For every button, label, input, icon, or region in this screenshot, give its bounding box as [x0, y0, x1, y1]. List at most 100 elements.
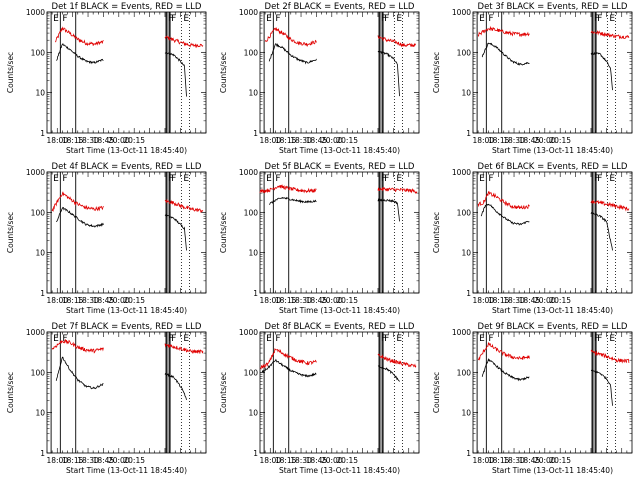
plot-frame [46, 331, 207, 454]
plot-frame [259, 171, 420, 294]
panel-title: Det 4f BLACK = Events, RED = LLD [52, 162, 202, 172]
x-tick-label: 18:45 [306, 136, 328, 145]
plot-frame [46, 171, 207, 294]
series-lld-line [477, 190, 630, 212]
x-tick-label: 18:15 [62, 456, 84, 465]
series-lld-line [55, 26, 204, 49]
y-tick-label: 10 [248, 249, 258, 258]
x-tick-label: 20:00 [321, 136, 343, 145]
y-tick-label: 10 [248, 409, 258, 418]
panel-det-8: Det 8f BLACK = Events, RED = LLD 1 10 100 10… [219, 322, 420, 475]
x-tick-label: 18:30 [290, 456, 312, 465]
x-tick-label: 20:15 [123, 136, 145, 145]
y-tick-label: 100 [244, 208, 259, 217]
y-tick-label: 1 [253, 449, 258, 458]
panel-title: Det 5f BLACK = Events, RED = LLD [265, 162, 415, 172]
x-tick-label: 20:00 [534, 136, 556, 145]
x-tick-label: 18:45 [519, 136, 541, 145]
y-tick-label: 10 [248, 89, 258, 98]
panel-title: Det 7f BLACK = Events, RED = LLD [52, 322, 202, 332]
marker-label: E [396, 334, 402, 344]
x-tick-label: 20:15 [336, 456, 358, 465]
series-events-line [480, 203, 613, 251]
series-events-line [481, 358, 613, 406]
y-tick-label: 100 [457, 368, 472, 377]
panel-det-7: Det 7f BLACK = Events, RED = LLD 1 10 100 10… [6, 322, 207, 475]
x-tick-label: 18:30 [503, 456, 525, 465]
marker-label: E [266, 174, 272, 184]
panel-title: Det 2f BLACK = Events, RED = LLD [265, 2, 415, 12]
x-axis-label: Start Time (13-Oct-11 18:45:40) [492, 466, 613, 475]
x-tick-label: 20:15 [123, 296, 145, 305]
x-tick-label: 18:00 [46, 296, 68, 305]
x-tick-label: 20:15 [336, 136, 358, 145]
y-tick-label: 1 [40, 129, 45, 138]
x-tick-label: 18:00 [472, 136, 494, 145]
y-tick-label: 1000 [26, 168, 45, 177]
plot-frame [259, 331, 420, 454]
y-axis-label: Counts/sec [432, 372, 441, 413]
series-lld-line [259, 184, 418, 194]
y-tick-label: 1000 [452, 168, 471, 177]
x-axis-label: Start Time (13-Oct-11 18:45:40) [279, 306, 400, 315]
marker-label: E [396, 174, 402, 184]
panel-det-6: Det 6f BLACK = Events, RED = LLD 1 10 100 10… [432, 162, 633, 315]
x-tick-label: 18:45 [306, 456, 328, 465]
marker-label: E [53, 14, 59, 24]
x-tick-label: 20:00 [534, 296, 556, 305]
marker-label: E [609, 174, 615, 184]
y-tick-label: 100 [31, 368, 46, 377]
marker-label: F [594, 174, 599, 184]
x-tick-label: 18:00 [46, 456, 68, 465]
series-lld-line [51, 191, 204, 214]
series-events-line [261, 358, 400, 382]
x-tick-label: 20:15 [336, 296, 358, 305]
marker-label: F [275, 14, 280, 24]
x-axis-label: Start Time (13-Oct-11 18:45:40) [279, 146, 400, 155]
marker-label: E [609, 334, 615, 344]
y-tick-label: 1000 [26, 8, 45, 17]
x-tick-label: 20:00 [108, 456, 130, 465]
marker-label: E [183, 334, 189, 344]
x-tick-label: 20:15 [549, 296, 571, 305]
marker-label: F [488, 174, 493, 184]
y-tick-label: 1 [466, 449, 471, 458]
marker-label: E [266, 334, 272, 344]
series-events-line [268, 43, 400, 97]
series-events-line [56, 42, 187, 97]
marker-label: F [381, 334, 386, 344]
x-axis-label: Start Time (13-Oct-11 18:45:40) [66, 146, 187, 155]
x-tick-label: 18:15 [275, 136, 297, 145]
y-tick-label: 1000 [452, 8, 471, 17]
panel-det-4: Det 4f BLACK = Events, RED = LLD 1 10 100 10… [6, 162, 207, 315]
marker-label: F [594, 14, 599, 24]
y-axis-label: Counts/sec [219, 212, 228, 253]
marker-label: F [381, 14, 386, 24]
panel-det-5: Det 5f BLACK = Events, RED = LLD 1 10 100 10… [219, 162, 420, 315]
y-axis-label: Counts/sec [6, 52, 15, 93]
marker-label: E [183, 14, 189, 24]
marker-label: F [597, 14, 602, 24]
y-axis-label: Counts/sec [6, 212, 15, 253]
series-events-line [55, 356, 187, 400]
x-tick-label: 18:15 [488, 296, 510, 305]
x-tick-label: 20:00 [321, 296, 343, 305]
y-axis-label: Counts/sec [432, 212, 441, 253]
marker-label: F [171, 14, 176, 24]
marker-label: F [275, 174, 280, 184]
marker-label: F [168, 334, 173, 344]
marker-label: E [479, 14, 485, 24]
y-tick-label: 10 [35, 409, 45, 418]
x-tick-label: 18:30 [77, 136, 99, 145]
x-tick-label: 18:15 [488, 136, 510, 145]
plot-frame [472, 11, 633, 134]
y-tick-label: 1 [40, 449, 45, 458]
x-tick-label: 18:15 [62, 136, 84, 145]
marker-label: E [53, 334, 59, 344]
x-tick-label: 18:15 [488, 456, 510, 465]
x-tick-label: 18:30 [290, 136, 312, 145]
panel-det-1: Det 1f BLACK = Events, RED = LLD 1 10 100 10… [6, 2, 207, 155]
marker-label: E [396, 14, 402, 24]
x-tick-label: 20:00 [534, 456, 556, 465]
